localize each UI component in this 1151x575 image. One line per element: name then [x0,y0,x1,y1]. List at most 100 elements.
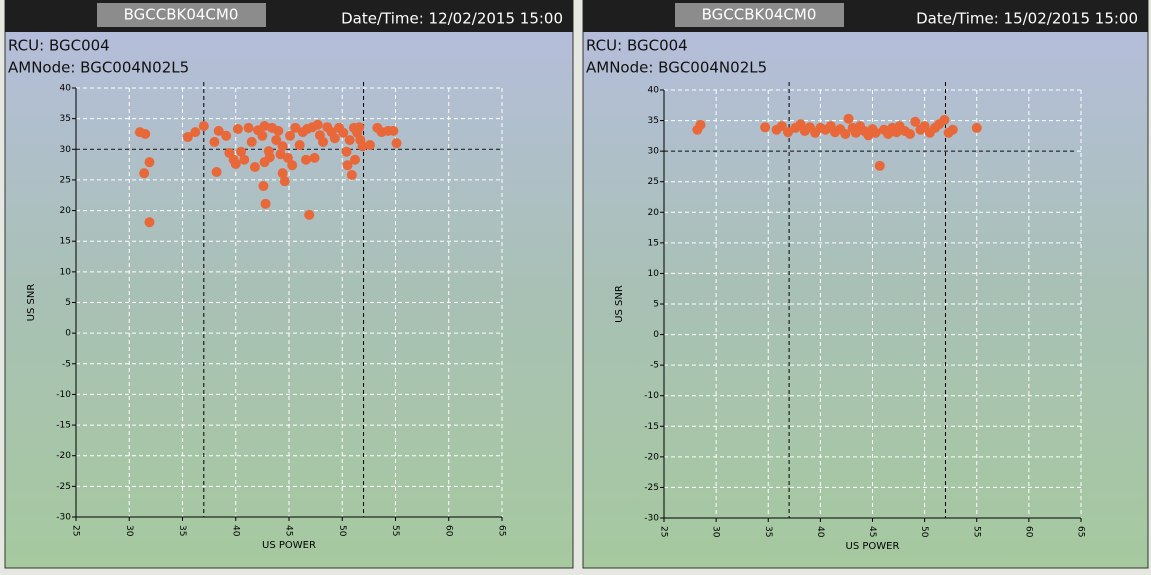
point [874,160,885,171]
point [329,133,340,144]
y-tick-label: -10 [56,390,71,400]
point [843,113,854,124]
y-tick-label: 25 [648,177,659,187]
x-tick-label: 40 [815,526,825,538]
id-box [97,3,266,27]
point [277,141,288,152]
x-tick-label: 55 [390,525,400,536]
point [277,168,288,179]
point [304,209,315,220]
rcu: RCU: BGC004 [8,37,110,55]
point [344,135,355,146]
datetime: Date/Time: 12/02/2015 15:00 [341,10,563,28]
x-tick-label: 25 [659,526,669,537]
point [905,129,916,140]
point [275,149,286,160]
y-tick-label: 35 [60,114,71,124]
point [260,198,271,209]
point [338,127,349,138]
point [239,154,250,165]
point [341,146,352,157]
point [776,121,787,132]
point [246,136,257,147]
point [840,129,851,140]
point [287,160,298,171]
header-id: BGCCBK04CM0 [124,6,239,24]
point [236,146,247,157]
x-tick-label: 60 [1023,526,1033,538]
x-tick-label: 65 [497,525,507,536]
x-tick-label: 35 [177,525,187,536]
y-tick-label: -30 [56,513,71,523]
point [971,122,982,133]
y-tick-label: -5 [650,361,659,371]
point [342,160,353,171]
point [388,125,399,136]
y-tick-label: -15 [644,422,659,432]
y-axis-label: US SNR [26,284,37,322]
datetime: Date/Time: 15/02/2015 15:00 [916,10,1138,28]
point [760,122,771,133]
point [263,146,274,157]
y-tick-label: 0 [653,330,659,340]
y-tick-label: 30 [60,145,72,155]
y-tick-label: 10 [648,269,660,279]
x-tick-label: 35 [763,526,773,537]
point [318,136,329,147]
point [190,127,201,138]
y-tick-label: 20 [648,208,660,218]
x-tick-label: 40 [230,525,240,537]
point [279,176,290,187]
y-tick-label: 20 [60,206,72,216]
point [312,119,323,130]
rcu: RCU: BGC004 [586,37,688,55]
point [282,152,293,163]
point [257,130,268,141]
point [232,124,243,135]
x-tick-label: 45 [284,525,294,536]
y-tick-label: -15 [56,421,71,431]
point [213,125,224,136]
point [221,130,232,141]
x-axis-label: US POWER [846,541,900,552]
y-tick-label: -20 [644,452,659,462]
y-tick-label: 35 [648,116,659,126]
point [249,162,260,173]
x-tick-label: 50 [919,526,929,538]
point [209,136,220,147]
point [350,154,361,165]
y-tick-label: 10 [60,267,72,277]
point [230,158,241,169]
point [354,122,365,133]
y-tick-label: 0 [65,329,71,339]
x-tick-label: 45 [867,526,877,537]
point [144,157,155,168]
y-axis-label: US SNR [614,285,625,323]
point [870,127,881,138]
x-tick-label: 25 [71,525,81,536]
y-tick-label: 5 [653,300,659,310]
point [211,166,222,177]
y-tick-label: 15 [60,237,71,247]
y-tick-label: 30 [648,147,660,157]
y-tick-label: 15 [648,238,659,248]
point [182,132,193,143]
x-tick-label: 55 [971,526,981,537]
x-tick-label: 50 [337,525,347,537]
point [144,217,155,228]
x-tick-label: 30 [124,525,134,537]
id-box [675,3,844,27]
point [391,138,402,149]
point [939,114,950,125]
point [947,124,958,135]
point [139,168,150,179]
y-tick-label: 25 [60,175,71,185]
point [309,152,320,163]
point [294,139,305,150]
point [346,170,357,181]
y-tick-label: -25 [56,482,71,492]
y-tick-label: 5 [65,298,71,308]
y-tick-label: -20 [56,451,71,461]
